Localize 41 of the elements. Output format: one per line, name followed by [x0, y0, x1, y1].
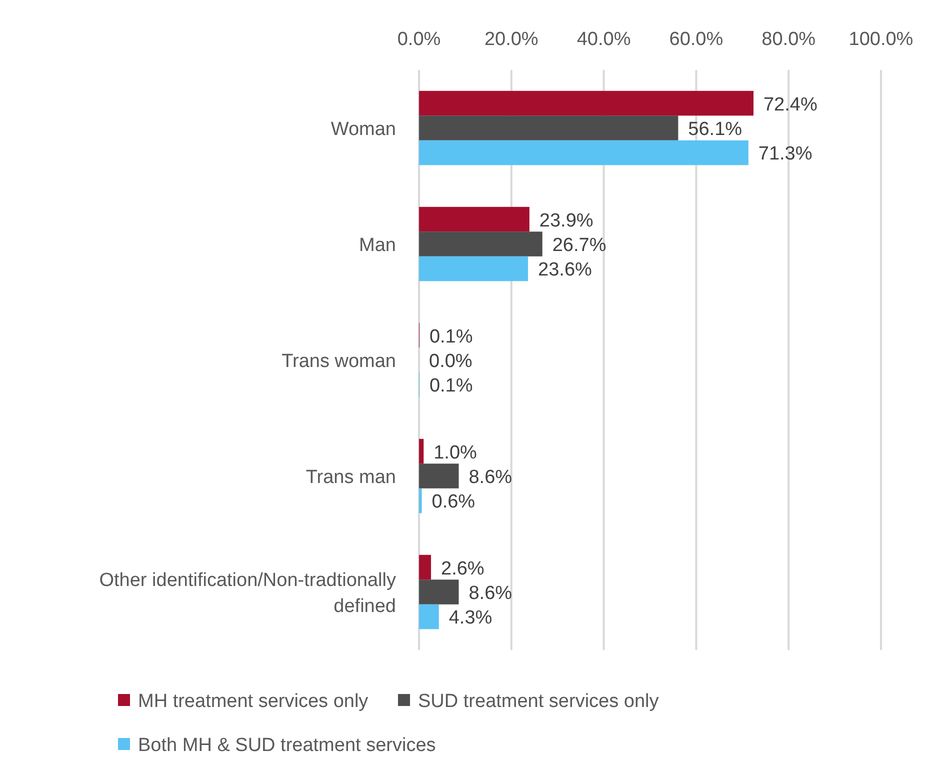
bar — [419, 116, 678, 140]
legend-label: SUD treatment services only — [418, 691, 660, 712]
data-label: 0.6% — [432, 492, 476, 513]
x-tick-label: 60.0% — [669, 29, 724, 50]
data-label: 0.1% — [429, 376, 473, 397]
data-label: 26.7% — [552, 235, 606, 256]
data-label: 8.6% — [468, 467, 512, 488]
data-label: 0.0% — [429, 351, 472, 372]
data-label: 23.6% — [538, 260, 592, 281]
data-label: 4.3% — [448, 608, 492, 629]
bar — [419, 256, 528, 282]
x-tick-label: 0.0% — [397, 29, 441, 50]
bar — [419, 90, 754, 116]
x-tick-label: 20.0% — [484, 29, 538, 50]
legend-label: Both MH & SUD treatment services — [138, 735, 436, 756]
bar — [419, 438, 424, 464]
bar — [419, 604, 439, 630]
x-tick-label: 80.0% — [762, 29, 816, 50]
bar — [419, 488, 422, 514]
bar — [419, 554, 432, 580]
x-tick-label: 100.0% — [848, 29, 914, 50]
bar — [419, 206, 530, 232]
data-label: 2.6% — [441, 558, 484, 580]
bar — [419, 580, 459, 604]
y-tick-label: Man — [359, 235, 396, 256]
y-tick-label: Trans man — [306, 467, 396, 488]
data-label: 72.4% — [763, 94, 818, 116]
x-tick-label: 40.0% — [576, 29, 631, 50]
data-label: 0.1% — [429, 326, 473, 348]
data-label: 23.9% — [539, 210, 594, 232]
bar — [419, 232, 542, 256]
data-label: 56.1% — [688, 119, 742, 140]
data-label: 8.6% — [468, 583, 512, 604]
legend-label: MH treatment services only — [138, 691, 369, 712]
y-tick-label: Woman — [330, 119, 396, 140]
data-label: 71.3% — [758, 144, 812, 165]
data-label: 1.0% — [434, 442, 478, 464]
bar — [419, 140, 748, 166]
y-tick-label: Trans woman — [282, 351, 396, 372]
y-tick-label: Other identification/Non-tradtionally defined — [99, 570, 396, 617]
bar — [419, 464, 459, 488]
